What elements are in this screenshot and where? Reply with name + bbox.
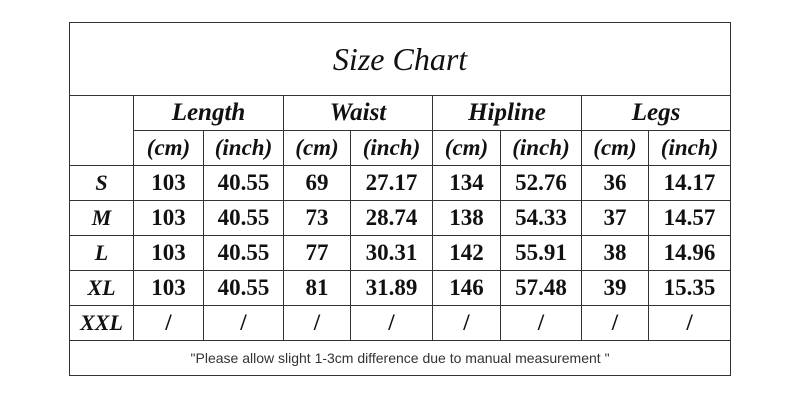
measure-cell: 73 <box>283 200 351 236</box>
measure-cell: 14.57 <box>647 200 732 236</box>
group-header: Waist <box>283 95 433 131</box>
unit-row: (cm) (inch) (cm) (inch) (cm) (inch) (cm) (inch) <box>70 130 732 166</box>
size-label: XL <box>69 270 134 306</box>
unit-header: (inch) <box>350 130 433 166</box>
size-table: Size Chart Length Waist Hipline Legs (cm) (in… <box>68 22 732 376</box>
table-title: Size Chart <box>68 22 732 96</box>
measure-cell: 138 <box>432 200 501 236</box>
size-label: M <box>69 200 134 236</box>
measure-cell: 14.96 <box>647 235 732 271</box>
measure-cell: 81 <box>283 270 351 306</box>
measure-cell: 28.74 <box>350 200 433 236</box>
corner-cell <box>69 95 134 166</box>
unit-header: (inch) <box>203 130 284 166</box>
measure-cell: 36 <box>581 165 649 201</box>
measure-cell: / <box>500 305 582 341</box>
measure-cell: 142 <box>432 235 501 271</box>
unit-header: (cm) <box>133 130 204 166</box>
unit-header: (inch) <box>500 130 582 166</box>
measure-cell: 39 <box>581 270 649 306</box>
size-label: L <box>69 235 134 271</box>
measure-cell: / <box>133 305 204 341</box>
measure-cell: 30.31 <box>350 235 433 271</box>
measure-cell: 134 <box>432 165 501 201</box>
measure-cell: 57.48 <box>500 270 582 306</box>
size-label: S <box>69 165 134 201</box>
size-row: L 103 40.55 77 30.31 142 55.91 38 14.96 <box>69 235 732 271</box>
measure-cell: / <box>283 305 351 341</box>
measure-cell: 103 <box>133 200 204 236</box>
measure-cell: 14.17 <box>647 165 732 201</box>
measure-cell: 40.55 <box>203 200 284 236</box>
title-row: Size Chart <box>68 22 732 96</box>
group-header: Hipline <box>432 95 582 131</box>
measure-cell: 40.55 <box>203 270 284 306</box>
measure-cell: 103 <box>133 235 204 271</box>
measure-cell: 40.55 <box>203 235 284 271</box>
group-row: Length Waist Hipline Legs <box>69 95 732 166</box>
measure-cell: 54.33 <box>500 200 582 236</box>
unit-header: (cm) <box>432 130 501 166</box>
measure-cell: / <box>647 305 732 341</box>
measure-cell: / <box>203 305 284 341</box>
measure-cell: 55.91 <box>500 235 582 271</box>
measure-cell: 103 <box>133 165 204 201</box>
measure-cell: 31.89 <box>350 270 433 306</box>
measure-cell: 15.35 <box>647 270 732 306</box>
measure-cell: / <box>581 305 649 341</box>
unit-header: (inch) <box>647 130 732 166</box>
group-header: Legs <box>580 95 732 131</box>
measure-cell: 52.76 <box>500 165 582 201</box>
group-header: Length <box>133 95 284 131</box>
size-row: XXL / / / / / / / / <box>69 305 732 341</box>
size-row: M 103 40.55 73 28.74 138 54.33 37 14.57 <box>69 200 732 236</box>
measure-cell: / <box>432 305 501 341</box>
measure-cell: 27.17 <box>350 165 433 201</box>
measure-cell: 40.55 <box>203 165 284 201</box>
measure-cell: 37 <box>581 200 649 236</box>
size-row: S 103 40.55 69 27.17 134 52.76 36 14.17 <box>69 165 732 201</box>
unit-header: (cm) <box>581 130 649 166</box>
unit-header: (cm) <box>283 130 351 166</box>
measure-cell: 146 <box>432 270 501 306</box>
measure-cell: 69 <box>283 165 351 201</box>
size-label: XXL <box>69 305 134 341</box>
measure-cell: 77 <box>283 235 351 271</box>
note-row: "Please allow slight 1-3cm difference du… <box>68 340 732 376</box>
size-row: XL 103 40.55 81 31.89 146 57.48 39 15.35 <box>69 270 732 306</box>
note: "Please allow slight 1-3cm difference du… <box>68 340 732 376</box>
table-body: Size Chart Length Waist Hipline Legs (cm) (in… <box>68 22 732 376</box>
measure-cell: 38 <box>581 235 649 271</box>
measure-cell: 103 <box>133 270 204 306</box>
measure-cell: / <box>350 305 433 341</box>
